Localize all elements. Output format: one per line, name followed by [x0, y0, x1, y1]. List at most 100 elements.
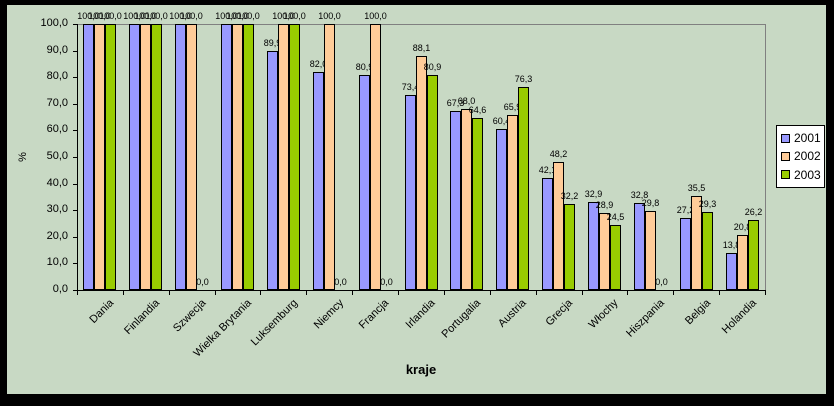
data-label-francja-2003: 0,0	[380, 277, 393, 287]
data-label-hiszpania-2003: 0,0	[655, 277, 668, 287]
x-axis-tick	[444, 290, 445, 295]
y-axis-tick	[73, 210, 77, 211]
bar-holandia-2003	[748, 220, 759, 290]
data-label-w-ochy-2001: 32,9	[584, 189, 603, 199]
y-axis-tick-label: 70,0	[46, 97, 68, 109]
x-axis-line	[73, 290, 766, 291]
data-label-wielka-brytania-2002: 100,0	[226, 11, 249, 21]
data-label-w-ochy-2003: 24,5	[606, 212, 625, 222]
data-label-finlandia-2003: 100,0	[145, 11, 168, 21]
bar-dania-2001	[83, 24, 94, 290]
data-label-grecja-2001: 42,1	[538, 165, 557, 175]
bar-francja-2002	[370, 24, 381, 290]
data-label-hiszpania-2001: 32,8	[630, 190, 649, 200]
data-label-finlandia-2001: 100,0	[123, 11, 146, 21]
bar-dania-2003	[105, 24, 116, 290]
bar-finlandia-2002	[140, 24, 151, 290]
bar-szwecja-2001	[175, 24, 186, 290]
x-axis-tick	[627, 290, 628, 295]
x-axis-tick	[169, 290, 170, 295]
data-label-austria-2002: 65,9	[503, 102, 522, 112]
data-label-szwecja-2002: 100,0	[180, 11, 203, 21]
data-label-dania-2002: 100,0	[88, 11, 111, 21]
legend: 2001 2002 2003	[776, 125, 825, 188]
data-label-szwecja-2001: 100,0	[169, 11, 192, 21]
x-axis-tick	[398, 290, 399, 295]
y-axis-tick-label: 20,0	[46, 230, 68, 242]
bar-grecja-2002	[553, 162, 564, 290]
bar-portugalia-2003	[472, 118, 483, 290]
data-label-portugalia-2003: 64,6	[468, 105, 487, 115]
bar-niemcy-2001	[313, 72, 324, 290]
x-axis-tick	[260, 290, 261, 295]
bar-luksemburg-2003	[289, 24, 300, 290]
x-axis-tick	[673, 290, 674, 295]
data-label-irlandia-2003: 80,9	[423, 62, 442, 72]
bar-grecja-2003	[564, 204, 575, 290]
x-axis-tick	[352, 290, 353, 295]
bar-irlandia-2003	[427, 75, 438, 290]
y-axis-tick	[73, 130, 77, 131]
data-label-belgia-2003: 29,3	[698, 199, 717, 209]
bar-portugalia-2001	[450, 111, 461, 290]
bar-finlandia-2001	[129, 24, 140, 290]
data-label-grecja-2002: 48,2	[549, 149, 568, 159]
data-label-francja-2001: 80,9	[355, 62, 374, 72]
x-axis-tick	[306, 290, 307, 295]
y-axis-tick-label: 50,0	[46, 150, 68, 162]
data-label-hiszpania-2002: 29,8	[641, 198, 660, 208]
x-axis-title: kraje	[405, 362, 437, 377]
legend-item-2003: 2003	[781, 167, 821, 182]
legend-item-2002: 2002	[781, 150, 821, 162]
bar-grecja-2001	[542, 178, 553, 290]
data-label-luksemburg-2001: 89,9	[263, 38, 282, 48]
data-label-portugalia-2001: 67,3	[446, 98, 465, 108]
y-axis-tick-label: 10,0	[46, 256, 68, 268]
bar-francja-2001	[359, 75, 370, 290]
legend-label-2001: 2001	[794, 131, 821, 146]
y-axis-tick	[73, 77, 77, 78]
bar-wielka-brytania-2001	[221, 24, 232, 290]
y-axis-tick	[73, 104, 77, 105]
data-label-belgia-2002: 35,5	[687, 183, 706, 193]
data-label-dania-2003: 100,0	[99, 11, 122, 21]
y-axis-tick-label: 80,0	[46, 70, 68, 82]
data-label-belgia-2001: 27,2	[676, 205, 695, 215]
data-label-grecja-2003: 32,2	[560, 191, 579, 201]
bar-wielka-brytania-2003	[243, 24, 254, 290]
y-axis-tick-label: 100,0	[40, 17, 68, 29]
legend-swatch-2002	[781, 151, 790, 161]
data-label-w-ochy-2002: 28,9	[595, 200, 614, 210]
data-label-holandia-2002: 20,8	[733, 222, 752, 232]
y-axis-tick	[73, 157, 77, 158]
data-label-niemcy-2002: 100,0	[318, 11, 341, 21]
x-axis-tick	[765, 290, 766, 295]
bar-belgia-2001	[680, 218, 691, 290]
x-axis-tick	[582, 290, 583, 295]
bar-austria-2002	[507, 115, 518, 290]
x-axis-tick	[77, 290, 78, 295]
y-axis-tick-label: 0,0	[52, 283, 68, 295]
bar-luksemburg-2001	[267, 51, 278, 290]
bar-irlandia-2001	[405, 95, 416, 290]
legend-swatch-2003	[781, 170, 790, 180]
bar-w-ochy-2002	[599, 213, 610, 290]
bar-belgia-2002	[691, 196, 702, 290]
y-axis-tick-label: 40,0	[46, 177, 68, 189]
bar-holandia-2001	[726, 253, 737, 290]
bar-irlandia-2002	[416, 56, 427, 290]
data-label-austria-2001: 60,4	[492, 116, 511, 126]
bar-niemcy-2002	[324, 24, 335, 290]
bar-portugalia-2002	[461, 109, 472, 290]
data-label-niemcy-2003: 0,0	[334, 277, 347, 287]
bar-holandia-2002	[737, 235, 748, 290]
y-axis-tick-label: 30,0	[46, 203, 68, 215]
legend-label-2003: 2003	[794, 167, 821, 182]
x-axis-tick	[123, 290, 124, 295]
data-label-szwecja-2003: 0,0	[196, 277, 209, 287]
y-axis-tick	[73, 237, 77, 238]
bar-w-ochy-2001	[588, 202, 599, 290]
data-label-austria-2003: 76,3	[514, 74, 533, 84]
data-label-wielka-brytania-2001: 100,0	[215, 11, 238, 21]
y-axis-tick	[73, 24, 77, 25]
